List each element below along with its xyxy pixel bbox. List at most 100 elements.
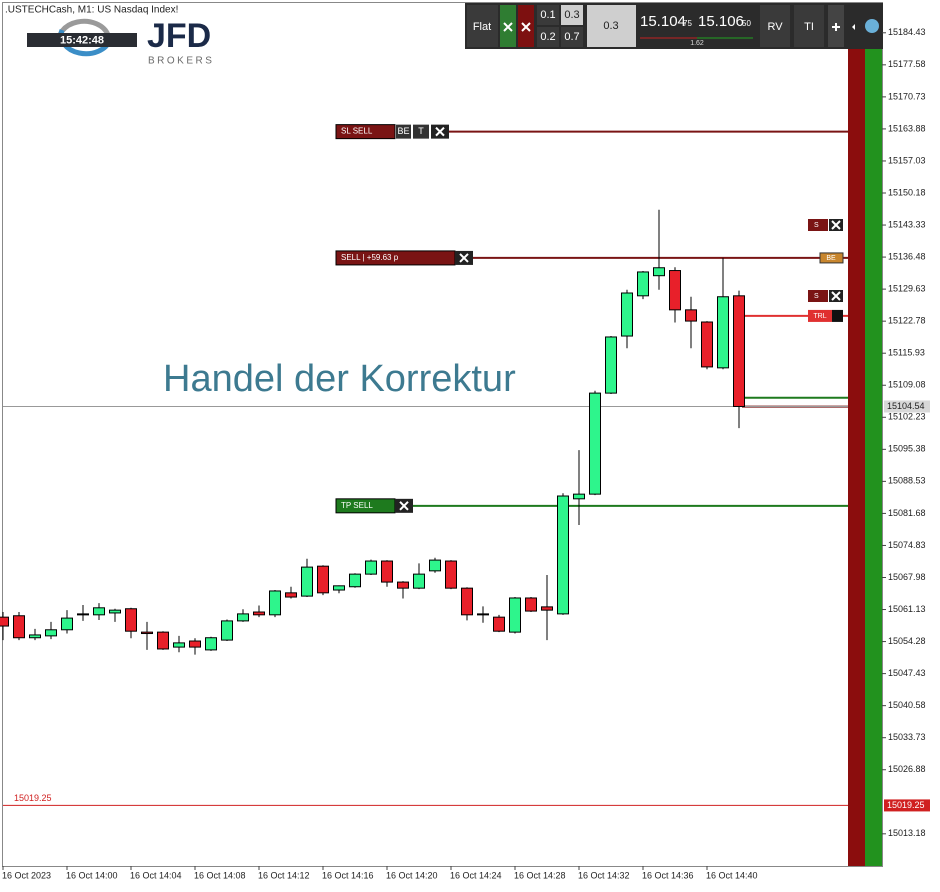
plot-frame [2, 2, 883, 867]
last-price-box [884, 400, 930, 413]
x-icon [459, 253, 469, 263]
lot-button[interactable] [561, 27, 583, 47]
y-tick-label: 15150.18 [888, 187, 926, 197]
candle-body [301, 566, 313, 597]
candle-body [29, 634, 41, 639]
candle-body [621, 292, 633, 337]
x-icon [399, 501, 409, 511]
candle-body [45, 629, 57, 637]
candle-body [429, 559, 441, 572]
candle-body [365, 560, 377, 575]
y-tick-label: 15102.23 [888, 412, 926, 422]
x-tick-label: 16 Oct 14:32 [578, 870, 630, 880]
candle-body [349, 573, 361, 588]
s-button[interactable] [808, 219, 828, 231]
t-button[interactable] [413, 124, 429, 139]
x-tick-label: 16 Oct 14:04 [130, 870, 182, 880]
x-tick-label: 16 Oct 14:36 [642, 870, 694, 880]
candle-body [205, 637, 217, 651]
be-button[interactable] [396, 124, 411, 139]
ask-fraction: 50 [742, 19, 751, 28]
y-tick-label: 15109.08 [888, 380, 926, 390]
y-tick-label: 15067.98 [888, 572, 926, 582]
collapse-icon [852, 24, 855, 30]
candle-body [557, 495, 569, 615]
candle-body [717, 296, 729, 369]
clock-box [27, 33, 137, 47]
candle-body [0, 616, 9, 627]
x-icon [521, 22, 531, 32]
symbol-title: .USTECHCash, M1: US Nasdaq Index! [5, 5, 178, 16]
y-tick-label: 15013.18 [888, 828, 926, 838]
t-label: T [418, 126, 424, 136]
sl-label-box[interactable] [335, 124, 396, 140]
candle-body [413, 573, 425, 589]
y-tick-label: 15122.78 [888, 316, 926, 326]
candle-body [253, 611, 265, 616]
candle-body [125, 608, 137, 632]
y-tick-label: 15033.73 [888, 732, 926, 742]
candle-body [109, 609, 121, 614]
s-label: S [814, 222, 819, 229]
candle-body [637, 271, 649, 297]
sell-depth-bar [848, 3, 865, 866]
lot-field[interactable] [587, 5, 636, 47]
candle-body [541, 606, 553, 611]
candle-body [509, 597, 521, 633]
y-tick-label: 15163.88 [888, 123, 926, 133]
last-price-label: 15104.54 [887, 401, 925, 411]
candle-body [477, 613, 489, 616]
lot-label: 0.3 [564, 9, 579, 21]
level-axis-label: 15019.25 [887, 800, 925, 810]
lot-label: 0.1 [540, 9, 555, 21]
x-tick-label: 16 Oct 14:00 [66, 870, 118, 880]
flat-button[interactable] [467, 5, 498, 47]
y-tick-label: 15170.73 [888, 91, 926, 101]
y-tick-label: 15054.28 [888, 636, 926, 646]
y-tick-label: 15115.93 [888, 348, 925, 358]
candle-body [573, 493, 585, 500]
x-tick-label: 16 Oct 14:12 [258, 870, 310, 880]
y-tick-label: 15177.58 [888, 59, 926, 69]
y-tick-label: 15040.58 [888, 700, 926, 710]
lot-button[interactable] [537, 27, 559, 47]
level-label: 15019.25 [14, 793, 52, 803]
x-icon [831, 220, 841, 230]
x-tick-label: 16 Oct 14:40 [706, 870, 758, 880]
annotation: Handel der Korrektur [163, 358, 516, 400]
clock: 15:42:48 [60, 34, 104, 46]
trl-button[interactable] [808, 309, 832, 322]
candle-body [61, 617, 73, 631]
candle-body [525, 597, 537, 612]
x-icon [831, 291, 841, 301]
sell-label: SELL | +59.63 p [341, 253, 399, 262]
candle-body [445, 560, 457, 589]
candle-body [317, 565, 329, 594]
be-label: BE [397, 126, 409, 136]
rv-button[interactable] [760, 5, 790, 47]
candle-body [397, 581, 409, 589]
candle-body [221, 620, 233, 641]
lot-button[interactable] [537, 5, 559, 25]
lot-label: 0.2 [540, 31, 555, 43]
arrows-icon [832, 23, 840, 31]
be-side-button[interactable] [819, 252, 844, 264]
candle-body [589, 392, 601, 495]
buy-depth-bar [865, 3, 882, 866]
candle-body [653, 267, 665, 277]
y-tick-label: 15129.63 [888, 283, 926, 293]
s-button[interactable] [808, 290, 828, 302]
trl-toggle[interactable] [832, 309, 843, 322]
bid-fraction: 75 [683, 19, 692, 28]
lot-button[interactable] [561, 5, 583, 25]
trl-label: TRL [813, 313, 826, 320]
ti-button[interactable] [794, 5, 824, 47]
candle-body [669, 270, 681, 311]
candle-body [237, 613, 249, 622]
candle-body [77, 613, 89, 616]
rv-label: RV [767, 21, 783, 33]
x-tick-label: 16 Oct 14:20 [386, 870, 438, 880]
candle-body [285, 592, 297, 598]
ti-label: TI [804, 21, 814, 33]
candle-body [461, 587, 473, 616]
